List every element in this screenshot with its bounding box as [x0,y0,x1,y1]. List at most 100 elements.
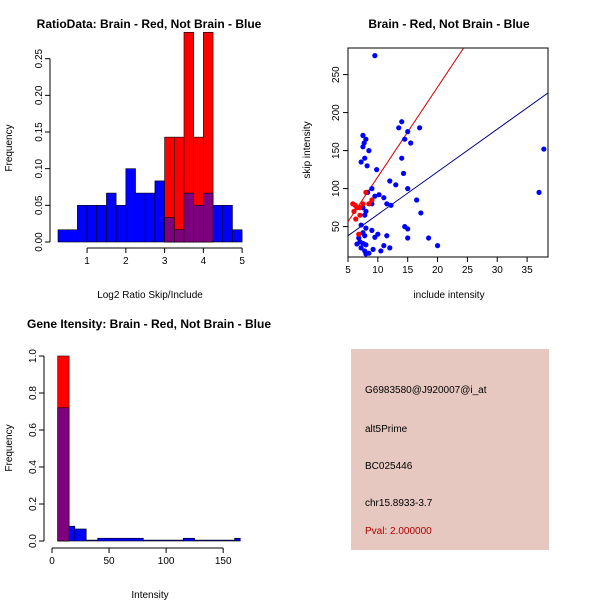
p-ratio-ytick-label-2: 0.10 [34,158,45,178]
p-intensity-ytick-label-2: 0.4 [28,460,39,474]
p-intensity-xtick-label-1: 50 [103,556,115,567]
scatter-point-notbrain-16 [399,155,405,161]
p-ratio-xtick-label-3: 4 [201,256,207,267]
intensity-xlabel: Intensity [131,590,168,600]
scatter-point-notbrain-47 [363,242,369,248]
scatter-point-notbrain-18 [387,178,393,184]
scatter-point-notbrain-24 [376,192,382,198]
p-intensity-bar-notbrain-7 [194,539,235,542]
p-ratio-bar-notbrain-16 [212,205,224,243]
p-ratio-bar-notbrain-6 [115,205,127,243]
event-type: alt5Prime [365,424,408,435]
p-ratio-xtick-label-1: 2 [123,256,129,267]
scatter-point-notbrain-48 [354,241,360,247]
scatter-point-brain-7 [366,201,372,207]
scatter-point-brain-5 [353,216,359,222]
p-intensity-bar-notbrain-6 [182,537,195,542]
scatter-point-notbrain-8 [364,163,370,169]
p-ratio-xtick-label-2: 3 [162,256,168,267]
scatter-point-notbrain-33 [418,210,424,216]
scatter-point-notbrain-7 [358,159,364,165]
scatter-point-brain-11 [356,231,362,237]
scatter-point-brain-4 [351,208,357,214]
scatter-point-notbrain-9 [374,167,380,173]
scatter-point-brain-3 [357,205,363,211]
p-intensity-ytick-label-1: 0.2 [28,497,39,511]
scatter-ytick-label-4: 250 [331,66,342,83]
p-ratio-ytick-label-0: 0.00 [34,232,45,252]
p-ratio-xtick-label-4: 5 [239,256,245,267]
p-intensity-xtick-label-0: 0 [49,556,55,567]
scatter-point-notbrain-29 [388,202,394,208]
p-ratio-bar-notbrain-4 [96,205,107,243]
p-ratio-bar-notbrain-18 [232,229,243,243]
p-value: Pval: 2.000000 [365,526,432,537]
scatter-point-notbrain-36 [358,222,364,228]
scatter-point-notbrain-14 [408,140,414,146]
p-ratio-bar-brain-1 [173,136,185,243]
p-ratio-bar-notbrain-7 [125,168,136,243]
p-ratio-bar-notbrain-17 [222,205,233,243]
p-intensity-ytick-label-3: 0.6 [28,423,39,437]
scatter-point-notbrain-5 [366,148,372,154]
ratio-xlabel: Log2 Ratio Skip/Include [97,290,203,301]
p-ratio-bar-overlap-1 [173,229,185,243]
probe-id: G6983580@J920007@i_at [365,385,487,396]
scatter-point-notbrain-12 [405,129,411,135]
scatter-xtick-label-4: 25 [462,265,474,276]
p-intensity-xtick-label-2: 100 [158,556,175,567]
p-intensity-bar-notbrain-5 [142,539,184,542]
scatter-point-notbrain-0 [372,53,378,59]
scatter-point-notbrain-40 [362,233,368,239]
scatter-fit-line-blue [348,92,548,237]
p-intensity-ytick-label-5: 1.0 [28,349,39,363]
intensity-title: Gene Itensity: Brain - Red, Not Brain - … [27,317,271,331]
ratio-histogram: RatioData: Brain - Red, Not Brain - Blue… [4,17,262,301]
scatter-xtick-label-3: 20 [432,265,444,276]
scatter-point-notbrain-59 [434,243,441,249]
genomic-location: chr15.8933-3.7 [365,498,433,509]
p-ratio-bar-notbrain-2 [77,205,88,243]
p-ratio-ytick-label-4: 0.20 [34,85,45,105]
p-ratio-bar-overlap-2 [183,192,194,243]
scatter-point-notbrain-37 [363,225,369,231]
ratio-ylabel: Frequency [4,124,15,171]
scatter-point-brain-6 [360,201,366,207]
scatter-point-notbrain-21 [369,186,375,192]
scatter-xtick-label-5: 30 [492,265,504,276]
p-intensity-xtick-label-3: 150 [215,556,232,567]
scatter-point-brain-8 [357,212,363,218]
scatter-point-notbrain-54 [378,248,384,254]
scatter-point-notbrain-31 [362,212,368,218]
scatter-plot: Brain - Red, Not Brain - Blue 5 10 15 20 25 3… [302,17,549,301]
scatter-point-notbrain-23 [372,193,378,199]
scatter-point-notbrain-17 [400,170,407,176]
p-ratio-ytick-label-1: 0.05 [34,195,45,215]
p-intensity-bar-notbrain-8 [234,537,241,542]
scatter-point-notbrain-61 [541,146,547,152]
scatter-point-notbrain-60 [536,189,542,195]
p-ratio-bar-notbrain-10 [154,180,165,243]
scatter-ytick-label-3: 200 [331,104,342,121]
p-intensity-bar-notbrain-1 [68,525,76,542]
scatter-ytick-label-0: 50 [331,221,342,233]
scatter-point-notbrain-10 [396,125,402,131]
p-intensity-ytick-label-0: 0.0 [28,534,39,548]
scatter-point-notbrain-49 [358,245,364,251]
scatter-point-notbrain-11 [399,119,405,125]
scatter-point-notbrain-13 [402,136,408,142]
scatter-point-notbrain-57 [405,235,411,241]
p-intensity-ytick-label-4: 0.8 [28,386,39,400]
scatter-point-notbrain-19 [393,182,399,188]
scatter-xlabel: include intensity [413,290,484,301]
ratio-title: RatioData: Brain - Red, Not Brain - Blue [37,17,262,31]
scatter-point-notbrain-55 [381,243,387,249]
scatter-fit-line-red [348,48,465,222]
scatter-point-notbrain-42 [375,231,381,237]
scatter-point-notbrain-32 [414,197,420,203]
p-ratio-bar-notbrain-5 [106,192,117,243]
scatter-point-notbrain-25 [381,195,387,201]
scatter-xtick-label-6: 35 [522,265,534,276]
scatter-point-notbrain-28 [384,201,390,207]
